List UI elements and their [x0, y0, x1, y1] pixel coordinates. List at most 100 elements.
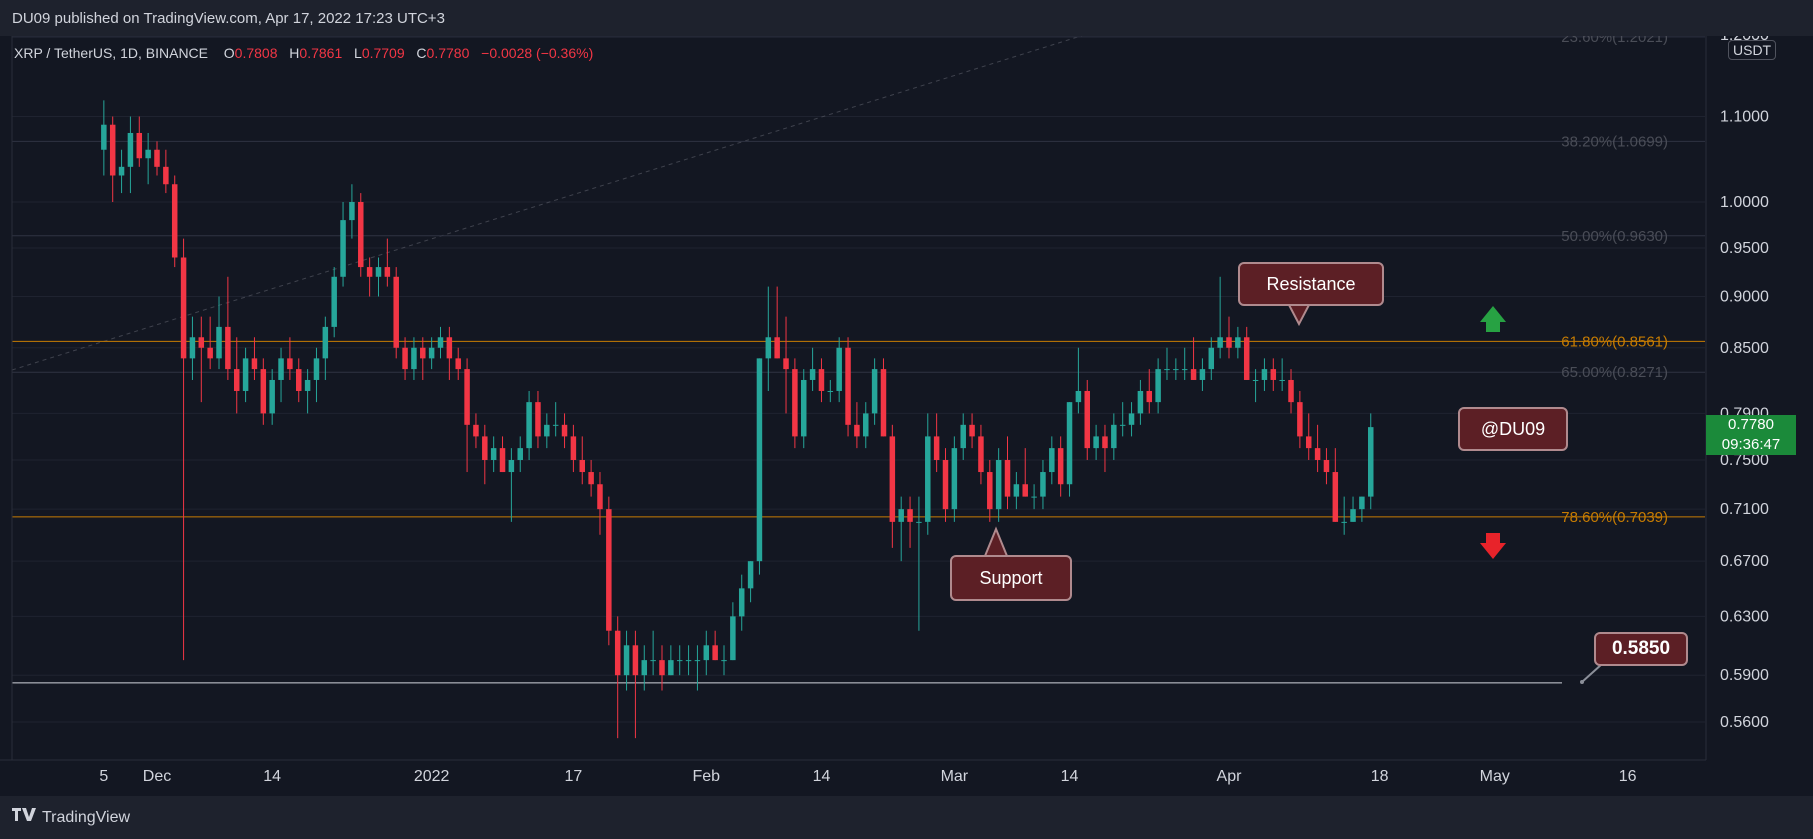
candle: [676, 645, 683, 676]
candle-body: [1190, 369, 1197, 380]
candle: [1084, 379, 1090, 461]
candle-body: [375, 267, 382, 277]
candle: [1004, 436, 1011, 510]
candle: [455, 347, 461, 380]
author-label[interactable]: @DU09: [1458, 407, 1568, 451]
candle: [1102, 424, 1108, 473]
candle-body: [464, 369, 470, 425]
candle: [898, 496, 904, 562]
candle: [1359, 496, 1365, 522]
tradingview-logo[interactable]: TradingView: [12, 808, 130, 827]
candle-body: [588, 472, 594, 485]
time-tick-label: Feb: [693, 768, 721, 785]
candle: [641, 645, 648, 691]
candle-body: [1341, 521, 1347, 523]
candle: [1314, 424, 1321, 473]
candle-body: [1288, 379, 1294, 403]
candle: [765, 286, 772, 391]
time-tick-label: 14: [1061, 768, 1079, 785]
candle: [1022, 448, 1028, 497]
candle-body: [871, 369, 878, 414]
candle: [1181, 347, 1188, 380]
candle-body: [1270, 369, 1277, 380]
resistance-label[interactable]: Resistance: [1238, 262, 1384, 306]
candle-body: [358, 202, 364, 268]
candle-body: [1243, 337, 1250, 380]
drawing-tools: [983, 302, 1603, 684]
candle: [535, 390, 541, 449]
candle: [216, 296, 222, 370]
candle-body: [1359, 496, 1365, 510]
candle: [544, 413, 550, 449]
candle-body: [845, 347, 851, 425]
time-tick-label: 5: [99, 768, 108, 785]
close-label: C: [416, 45, 427, 61]
candle: [473, 413, 479, 449]
candle: [889, 424, 896, 548]
candle: [632, 630, 639, 739]
fib-levels: 23.60%(1.2021)38.20%(1.0699)50.00%(0.963…: [12, 29, 1705, 684]
time-tick-label: Apr: [1217, 768, 1243, 785]
candle-body: [437, 337, 444, 348]
price-tick-label: 0.8500: [1720, 340, 1769, 357]
candle-body: [411, 347, 417, 370]
candle: [358, 193, 364, 277]
candle-body: [304, 379, 311, 391]
target-price-label[interactable]: 0.5850: [1594, 632, 1688, 666]
candle-body: [978, 436, 984, 473]
candle-body: [499, 448, 506, 473]
candle-body: [260, 369, 267, 414]
candle: [987, 460, 993, 522]
candle-body: [1049, 448, 1055, 473]
candle-body: [1350, 509, 1356, 522]
candle-body: [579, 460, 586, 473]
candle: [854, 402, 860, 449]
candle-body: [570, 436, 577, 461]
candle: [278, 347, 284, 403]
arrow-down-icon: [1480, 533, 1506, 559]
candle: [207, 316, 213, 370]
candle-body: [1314, 448, 1321, 461]
time-tick-label: 2022: [414, 768, 450, 785]
candle: [800, 369, 807, 449]
price-tick-label: 0.7100: [1720, 501, 1769, 518]
candle-body: [809, 369, 816, 380]
candle: [925, 413, 931, 535]
candle: [127, 116, 134, 194]
candle: [606, 496, 612, 646]
candle: [322, 316, 329, 380]
candle-body: [827, 390, 834, 392]
symbol-name[interactable]: XRP / TetherUS, 1D, BINANCE: [14, 45, 208, 61]
candle: [818, 358, 825, 403]
candle-body: [446, 337, 453, 359]
candle: [1208, 337, 1215, 380]
candle: [1279, 358, 1285, 391]
price-axis[interactable]: 1.10001.00000.95000.90000.85000.79000.75…: [1705, 27, 1813, 796]
candle: [517, 436, 523, 473]
candle-body: [278, 358, 284, 380]
candle: [366, 257, 373, 297]
candle-body: [1208, 347, 1215, 370]
countdown-timer: 09:36:47: [1721, 436, 1781, 453]
candle: [189, 316, 196, 380]
candle: [809, 347, 816, 391]
candle: [1288, 369, 1294, 414]
candle: [730, 602, 736, 661]
low-label: L: [354, 45, 362, 61]
candle-body: [1279, 379, 1285, 381]
candle-body: [296, 369, 302, 391]
time-axis[interactable]: 5 Dec 14 2022 17 Feb 14 Mar 14 Apr 18 May 16: [0, 36, 1706, 785]
candle: [933, 413, 940, 473]
candle-body: [490, 448, 497, 461]
support-label[interactable]: Support: [950, 555, 1072, 601]
currency-button[interactable]: USDT: [1728, 40, 1777, 60]
time-tick-label: May: [1480, 768, 1510, 785]
candle-body: [331, 276, 337, 327]
candle-body: [109, 124, 116, 176]
candle-body: [1155, 369, 1161, 403]
candle: [783, 316, 789, 414]
candle-body: [836, 347, 842, 391]
candle: [951, 436, 958, 522]
candle: [482, 424, 488, 485]
price-tick-label: 0.5900: [1720, 667, 1769, 684]
